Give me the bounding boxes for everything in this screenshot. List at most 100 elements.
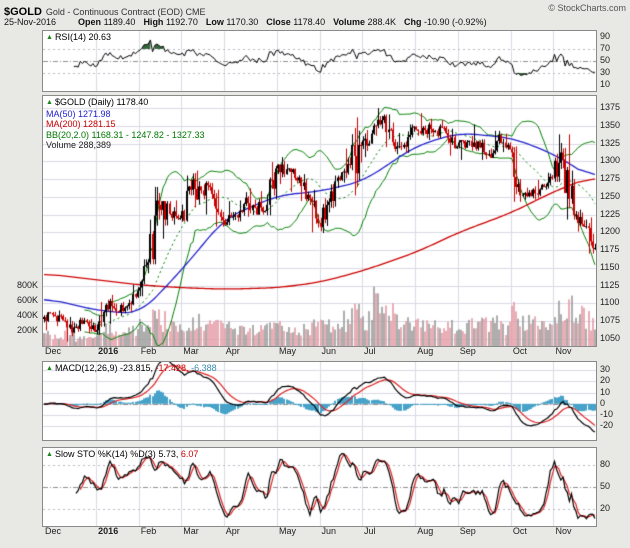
month-label-2016: 2016 — [98, 346, 119, 356]
macd-name: MACD(12,26,9) — [54, 363, 118, 373]
month-label-dec: Dec — [45, 346, 62, 356]
sto-name: Slow STO %K(14) %D(3) — [54, 449, 156, 459]
quote-date: 25-Nov-2016 — [4, 17, 57, 27]
price-axis-label: 1275 — [600, 173, 621, 184]
month-label-oct: Oct — [512, 346, 527, 356]
macd-axis-label: 0 — [600, 397, 606, 408]
price-axis-label: 1350 — [600, 119, 621, 130]
month-label-sep: Sep — [459, 526, 476, 536]
month-label-mar: Mar — [183, 526, 199, 536]
open-label: Open — [78, 17, 102, 27]
change-label: Chg — [404, 17, 422, 27]
sto-axis-label: 80 — [600, 459, 611, 470]
month-label-oct: Oct — [512, 526, 527, 536]
month-label-nov: Nov — [555, 346, 572, 356]
low-label: Low — [205, 17, 224, 27]
symbol-legend: $GOLD (Daily) 1178.40 — [54, 97, 149, 107]
symbol: $GOLD — [4, 6, 42, 18]
price-panel: ▲ $GOLD (Daily) 1178.40 MA(50) 1271.98 MA… — [42, 95, 597, 347]
month-label-feb: Feb — [140, 526, 157, 536]
collapse-triangle-icon: ▲ — [46, 365, 53, 372]
rsi-legend-text: RSI(14) 20.63 — [54, 32, 111, 42]
month-label-2016: 2016 — [98, 526, 119, 536]
macd-legend: ▲ MACD(12,26,9) -23.815, -17.428, -6.388 — [46, 363, 217, 375]
collapse-triangle-icon: ▲ — [46, 451, 53, 458]
month-label-sep: Sep — [459, 346, 476, 356]
quote-high: High 1192.70 — [143, 17, 197, 27]
ma50-legend: MA(50) 1271.98 — [46, 108, 111, 119]
open-value: 1189.40 — [103, 17, 136, 27]
price-axis-label: 1325 — [600, 137, 621, 148]
ma200-legend: MA(200) 1281.15 — [46, 119, 116, 129]
high-label: High — [143, 17, 164, 27]
volume-value: 288.4K — [367, 17, 397, 27]
price-axis-label: 1300 — [600, 155, 621, 166]
chart-header: $GOLD Gold - Continuous Contract (EOD) CM… — [4, 2, 626, 18]
sto-axis-label: 20 — [600, 502, 611, 513]
bollinger-legend: BB(20,2.0) 1168.31 - 1247.82 - 1327.33 — [46, 129, 205, 140]
sto-d-value: 6.07 — [180, 449, 199, 459]
quote-close: Close 1178.40 — [266, 17, 325, 27]
month-label-dec: Dec — [45, 526, 62, 536]
month-label-apr: Apr — [225, 346, 240, 356]
collapse-triangle-icon: ▲ — [46, 34, 53, 41]
sto-axis-label: 50 — [600, 481, 611, 491]
month-label-nov: Nov — [555, 526, 572, 536]
rsi-axis-label: 70 — [600, 43, 611, 53]
rsi-panel: ▲ RSI(14) 20.63 — [42, 30, 597, 92]
price-axis-label: 1225 — [600, 208, 621, 219]
stochastic-panel: ▲ Slow STO %K(14) %D(3) 5.73, 6.07 — [42, 447, 597, 527]
close-value: 1178.40 — [293, 17, 326, 27]
month-label-jun: Jun — [321, 526, 337, 536]
rsi-legend: ▲ RSI(14) 20.63 — [46, 32, 111, 44]
copyright: © StockCharts.com — [548, 3, 626, 13]
rsi-axis-label: 90 — [600, 31, 611, 41]
symbol-description: Gold - Continuous Contract (EOD) CME — [45, 7, 206, 17]
stochastic-canvas — [43, 448, 596, 526]
volume-axis-label: 200K — [16, 325, 38, 335]
low-value: 1170.30 — [226, 17, 259, 27]
month-label-apr: Apr — [225, 526, 240, 536]
month-label-jun: Jun — [321, 346, 337, 356]
macd-panel: ▲ MACD(12,26,9) -23.815, -17.428, -6.388 — [42, 361, 597, 441]
price-legend: ▲ $GOLD (Daily) 1178.40 MA(50) 1271.98 MA… — [46, 97, 204, 151]
macd-axis-label: 30 — [600, 363, 611, 374]
month-label-aug: Aug — [417, 526, 434, 536]
price-canvas — [43, 96, 596, 346]
macd-line-value: -23.815, — [119, 363, 154, 373]
rsi-axis-label: 30 — [600, 67, 611, 77]
price-axis-label: 1050 — [600, 332, 621, 343]
macd-axis-label: -10 — [600, 409, 614, 420]
price-axis-label: 1075 — [600, 315, 621, 326]
volume-axis-label: 400K — [16, 310, 38, 320]
macd-axis-label: -20 — [600, 420, 614, 431]
month-label-mar: Mar — [183, 346, 199, 356]
month-label-jul: Jul — [364, 346, 376, 356]
macd-hist-value: -6.388 — [191, 363, 217, 373]
volume-label: Volume — [333, 17, 365, 27]
macd-axis-label: 20 — [600, 375, 611, 386]
macd-signal-value: -17.428, — [155, 363, 189, 373]
change-value: -10.90 (-0.92%) — [424, 17, 487, 27]
quote-low: Low 1170.30 — [206, 17, 258, 27]
quote-change: Chg -10.90 (-0.92%) — [404, 17, 487, 27]
quote-open: Open 1189.40 — [78, 17, 135, 27]
month-label-jul: Jul — [364, 526, 376, 536]
price-axis-label: 1150 — [600, 261, 620, 272]
volume-legend: Volume 288,389 — [46, 140, 112, 150]
volume-axis-label: 600K — [16, 295, 38, 305]
price-axis-label: 1175 — [600, 244, 620, 255]
quote-volume: Volume 288.4K — [333, 17, 396, 27]
price-axis-label: 1200 — [600, 226, 621, 237]
price-axis-label: 1375 — [600, 102, 621, 113]
quote-line: 25-Nov-2016 Open 1189.40 High 1192.70 Low 1… — [4, 17, 495, 27]
stochastic-legend: ▲ Slow STO %K(14) %D(3) 5.73, 6.07 — [46, 449, 198, 461]
high-value: 1192.70 — [165, 17, 198, 27]
sto-k-value: 5.73, — [158, 449, 179, 459]
macd-axis-label: 10 — [600, 386, 611, 397]
rsi-axis-label: 50 — [600, 55, 611, 65]
month-label-may: May — [278, 526, 296, 536]
rsi-canvas — [43, 31, 596, 91]
month-label-feb: Feb — [140, 346, 157, 356]
